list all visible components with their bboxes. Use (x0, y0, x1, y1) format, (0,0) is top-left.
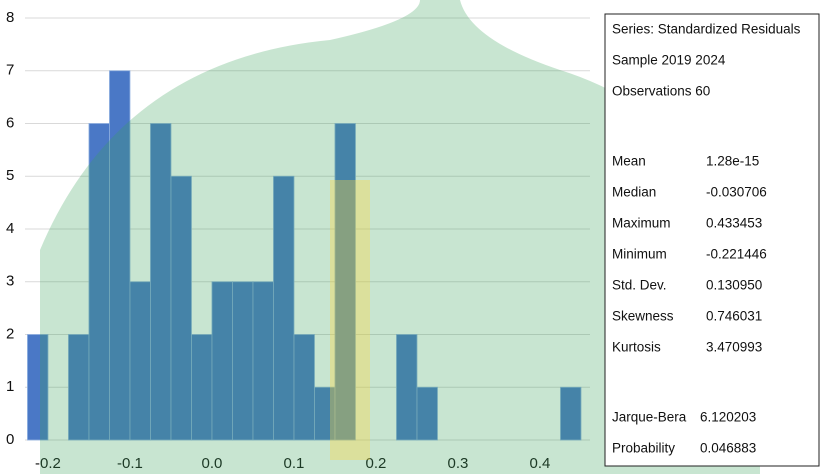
stats-box (605, 14, 819, 466)
test-value: 6.120203 (700, 410, 756, 425)
stat-label: Minimum (612, 247, 667, 262)
stat-label: Mean (612, 154, 646, 169)
stat-value: 0.130950 (706, 278, 762, 293)
stat-value: 3.470993 (706, 340, 762, 355)
stats-line: Observations 60 (612, 84, 710, 99)
test-label: Jarque-Bera (612, 410, 687, 425)
y-tick-label: 4 (6, 220, 14, 237)
y-tick-label: 0 (6, 431, 14, 448)
stat-label: Maximum (612, 216, 671, 231)
stat-label: Std. Dev. (612, 278, 667, 293)
watermark-tower (330, 180, 370, 460)
y-tick-label: 2 (6, 325, 14, 342)
y-tick-label: 1 (6, 378, 14, 395)
stat-label: Median (612, 185, 656, 200)
test-value: 0.046883 (700, 441, 756, 456)
y-tick-label: 8 (6, 9, 14, 26)
chart: 012345678-0.2-0.10.00.10.20.30.4 Series:… (0, 0, 821, 474)
stat-label: Kurtosis (612, 340, 661, 355)
stats-line: Series: Standardized Residuals (612, 22, 801, 37)
y-tick-label: 5 (6, 167, 14, 184)
stats-line: Sample 2019 2024 (612, 53, 726, 68)
stat-label: Skewness (612, 309, 674, 324)
y-tick-label: 6 (6, 114, 14, 131)
y-tick-label: 3 (6, 273, 14, 290)
stat-value: 1.28e-15 (706, 154, 759, 169)
y-tick-label: 7 (6, 62, 14, 79)
stat-value: -0.221446 (706, 247, 767, 262)
stat-value: 0.746031 (706, 309, 762, 324)
stat-value: -0.030706 (706, 185, 767, 200)
test-label: Probability (612, 441, 675, 456)
stat-value: 0.433453 (706, 216, 762, 231)
